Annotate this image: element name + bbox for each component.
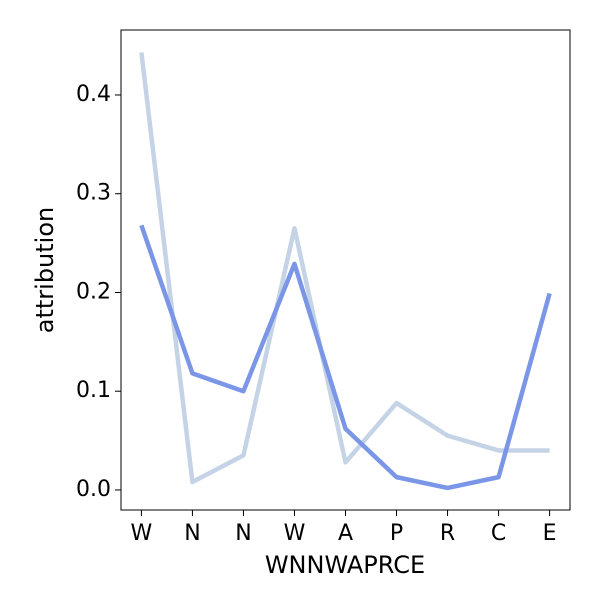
y-tick-label: 0.1 [76,378,111,403]
y-tick-label: 0.2 [76,279,111,304]
x-tick-label: W [284,521,306,546]
y-axis-label: attribution [31,207,59,333]
x-tick-label: C [491,521,506,546]
x-tick-label: E [543,521,557,546]
line-series [139,52,550,485]
line-series [139,224,552,491]
x-tick-label: P [390,521,403,546]
x-tick-label: R [440,521,455,546]
x-tick-label: W [131,521,153,546]
y-tick-label: 0.0 [76,477,111,502]
x-axis-label: WNNWAPRCE [265,551,425,579]
x-tick-label: N [235,521,251,546]
y-tick-label: 0.4 [76,82,111,107]
y-tick-label: 0.3 [76,181,111,206]
x-tick-label: N [184,521,200,546]
x-tick-label: A [338,521,353,546]
